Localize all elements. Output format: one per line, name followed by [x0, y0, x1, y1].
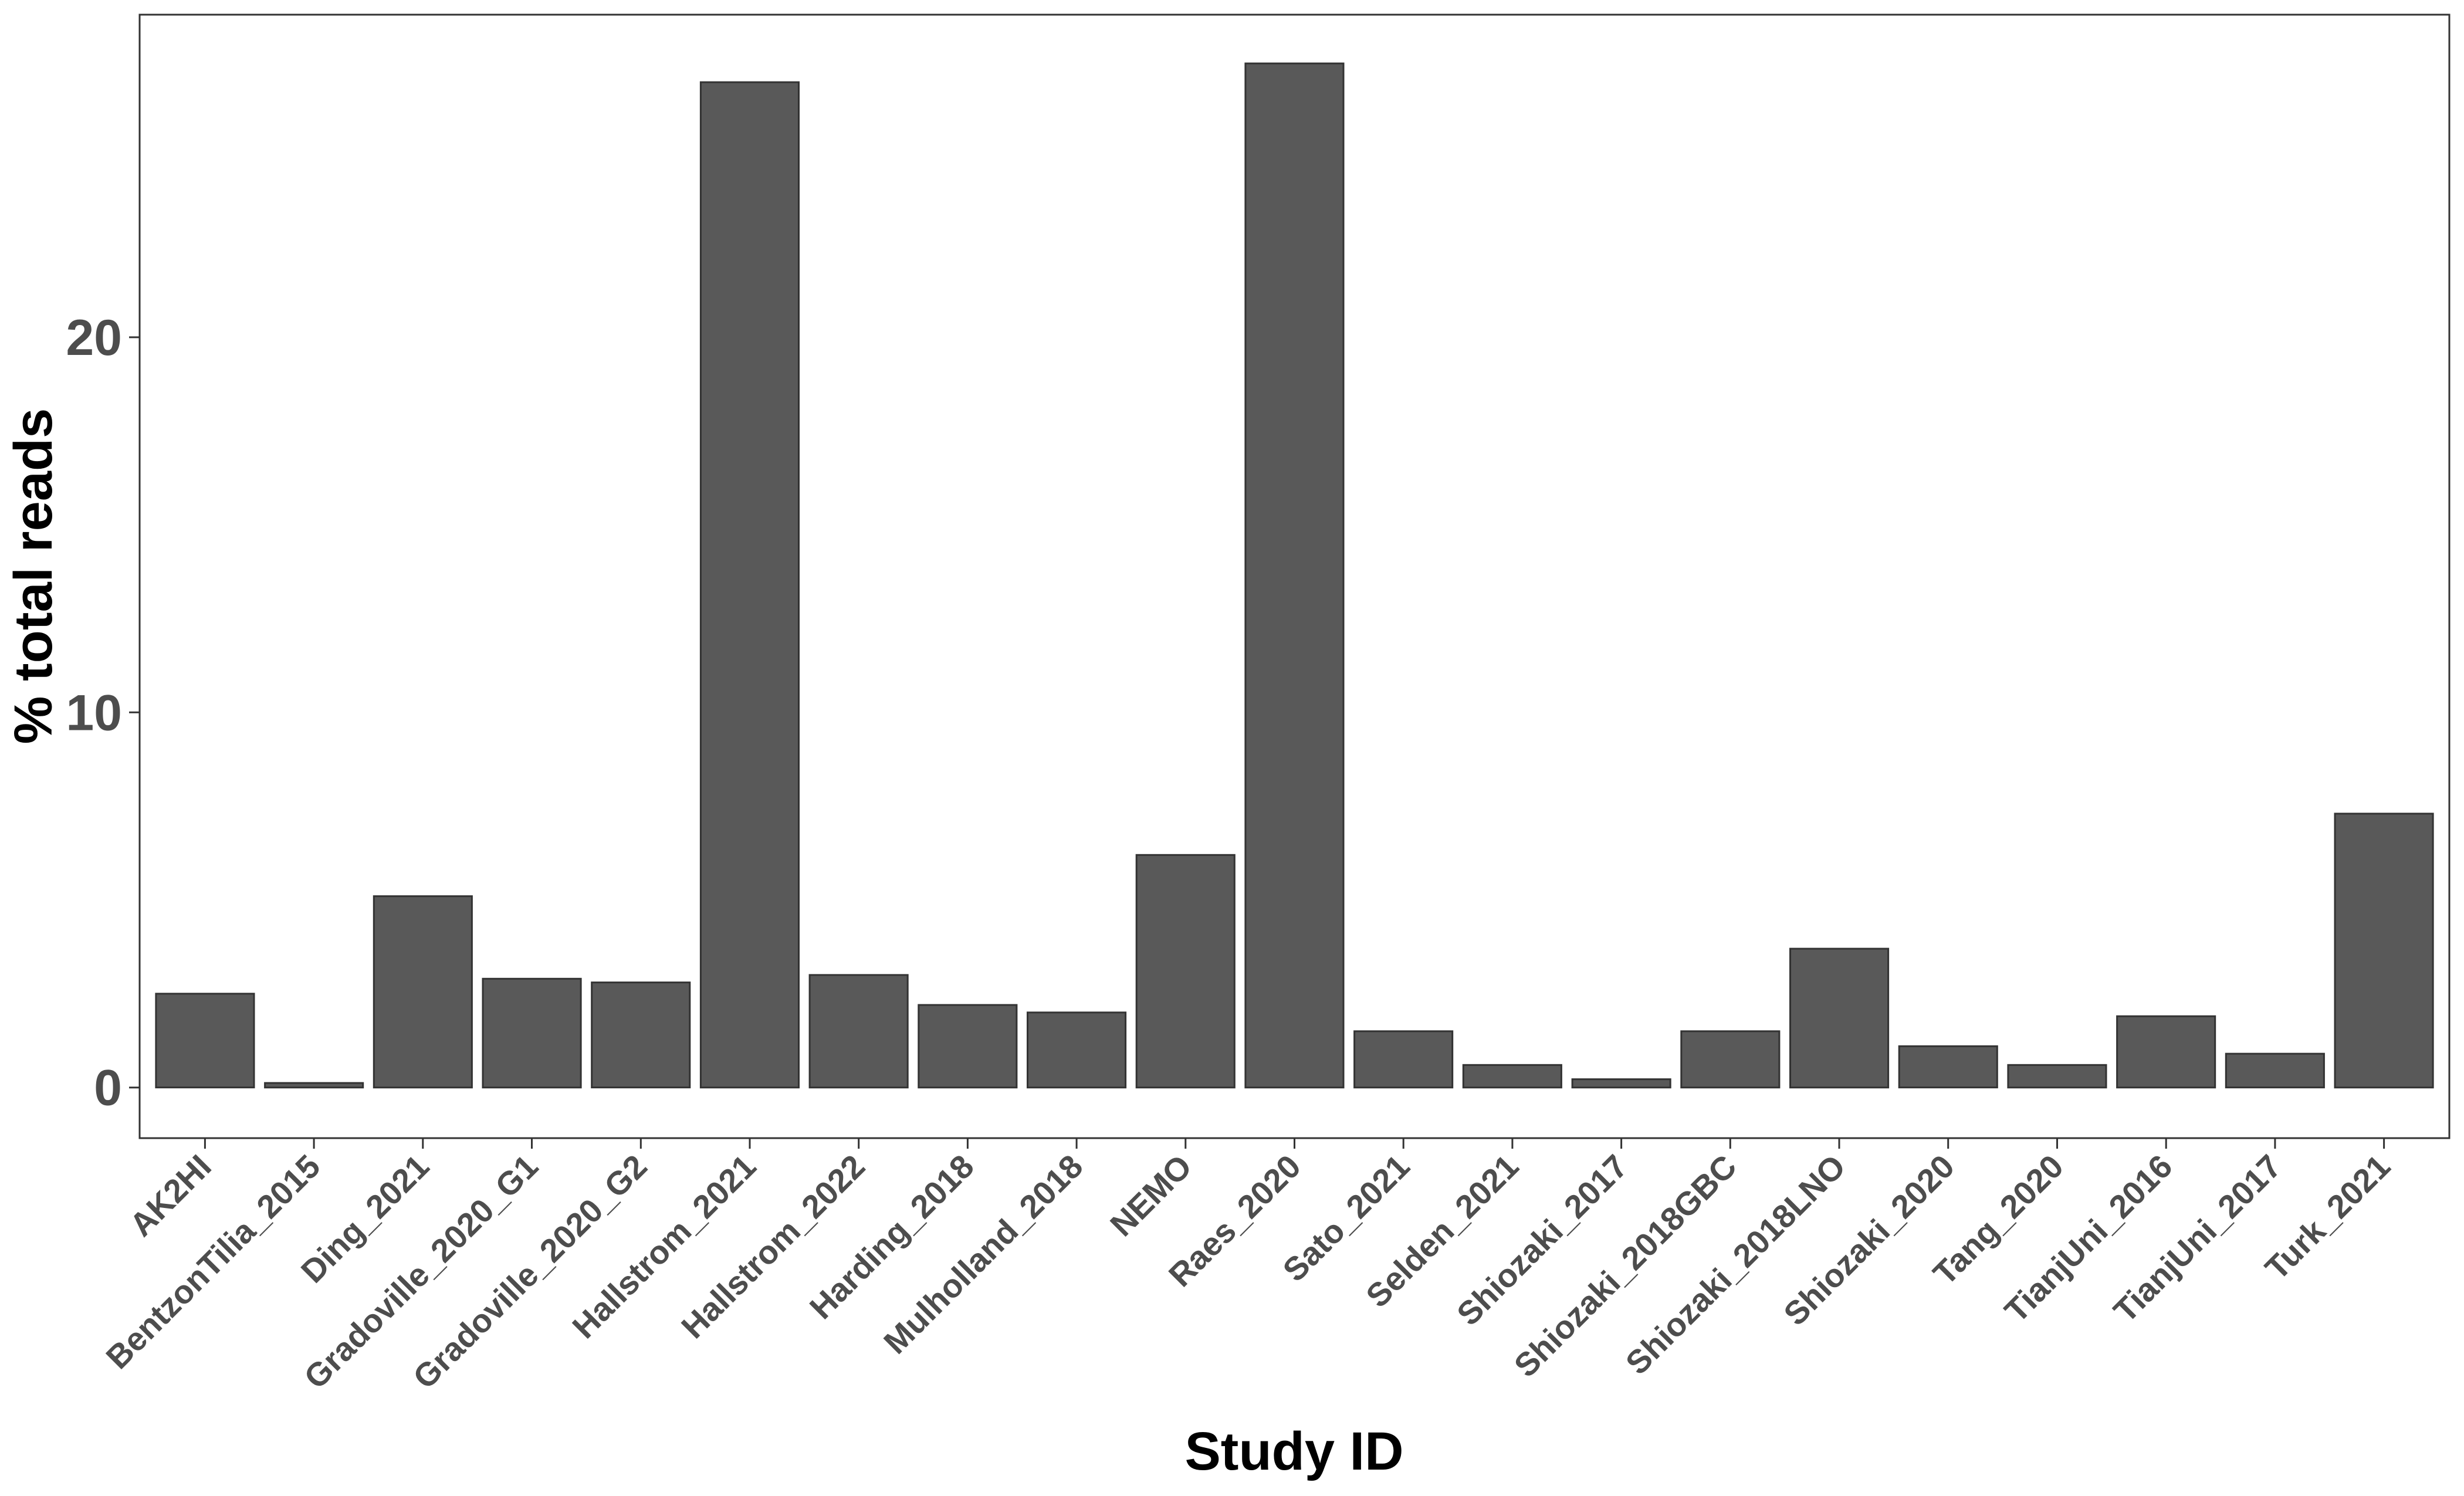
bar-Sato_2021: [1355, 1031, 1453, 1088]
x-tick-label: Hallstrom_2022: [674, 1148, 872, 1345]
x-tick-label: Mulholland_2018: [876, 1148, 1090, 1361]
x-axis: AK2HIBentzonTilia_2015Ding_2021Gradovill…: [99, 1138, 2397, 1396]
bar-Shiozaki_2018GBC: [1681, 1031, 1779, 1088]
bar-Turk_2021: [2335, 814, 2433, 1088]
bar-Raes_2020: [1245, 63, 1343, 1088]
bar-Shiozaki_2017: [1572, 1079, 1670, 1088]
bar-Tang_2020: [2008, 1065, 2106, 1087]
bar-TianjUni_2016: [2117, 1016, 2215, 1088]
x-tick-label: Shiozaki_2018LNO: [1619, 1148, 1853, 1382]
bar-Selden_2021: [1463, 1065, 1561, 1087]
x-tick-label: BentzonTilia_2015: [99, 1148, 327, 1376]
bar-Gradoville_2020_G1: [483, 979, 581, 1087]
x-tick-label: Hallstrom_2021: [565, 1148, 763, 1345]
bar-Hallstrom_2021: [700, 82, 798, 1088]
bar-Shiozaki_2018LNO: [1791, 949, 1888, 1088]
bar-Gradoville_2020_G2: [592, 983, 690, 1088]
y-tick-label: 0: [94, 1060, 122, 1116]
y-tick-label: 20: [66, 310, 122, 366]
y-axis-title: % total reads: [4, 408, 63, 744]
bar-TianjUni_2017: [2226, 1054, 2324, 1088]
bar-Ding_2021: [374, 896, 472, 1088]
x-tick-label: NEMO: [1103, 1148, 1199, 1243]
y-tick-label: 10: [66, 685, 122, 741]
bar-Shiozaki_2020: [1899, 1046, 1997, 1087]
x-axis-title: Study ID: [1184, 1421, 1403, 1481]
bar-NEMO: [1136, 855, 1234, 1087]
bar-Harding_2018: [919, 1005, 1017, 1088]
bar-Hallstrom_2022: [810, 975, 908, 1088]
bar-AK2HI: [156, 994, 254, 1088]
y-axis: 0 10 20: [66, 310, 140, 1116]
bar-Mulholland_2018: [1028, 1013, 1126, 1088]
x-tick-label: AK2HI: [123, 1148, 218, 1243]
bar-BentzonTilia_2015: [265, 1083, 363, 1088]
